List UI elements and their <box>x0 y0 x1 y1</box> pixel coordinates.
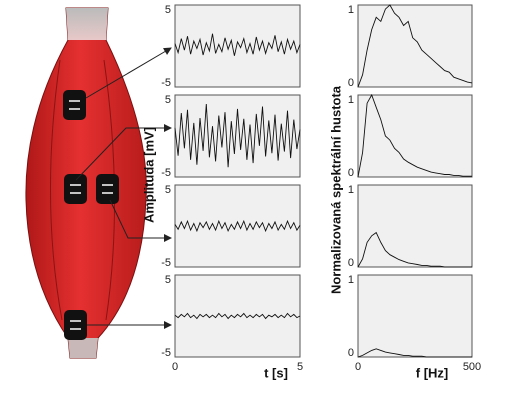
plot-area <box>357 184 473 268</box>
plot-area <box>357 94 473 178</box>
arrow <box>85 47 172 99</box>
signal-line <box>357 348 472 358</box>
signal-line <box>357 93 472 178</box>
plot-area <box>174 4 301 88</box>
x-tick-label: 5 <box>297 361 303 373</box>
y-tick-label: 5 <box>165 94 171 106</box>
signal-line <box>174 219 301 233</box>
y-tick-label: -5 <box>161 257 171 269</box>
x-tick-label: 500 <box>463 361 481 373</box>
arrow <box>109 199 172 242</box>
y-axis-label: Normalizovaná spektrální hustota <box>328 85 343 294</box>
y-tick-label: -5 <box>161 347 171 359</box>
y-tick-label: 5 <box>165 274 171 286</box>
x-tick-label: 0 <box>172 361 178 373</box>
electrode <box>64 174 87 204</box>
x-tick-label: 0 <box>355 361 361 373</box>
signal-line <box>174 312 301 320</box>
plot-area <box>174 274 301 358</box>
plot-area <box>174 94 301 178</box>
y-tick-label: 0 <box>348 77 354 89</box>
x-axis-label: t [s] <box>264 365 288 380</box>
y-axis-label: Amplituda [mV] <box>141 127 156 223</box>
y-tick-label: 1 <box>348 184 354 196</box>
electrode <box>63 90 86 120</box>
signal-line <box>174 103 301 168</box>
y-tick-label: 0 <box>348 257 354 269</box>
plot-area <box>174 184 301 268</box>
plot-area <box>357 274 473 358</box>
electrode <box>64 310 87 340</box>
y-tick-label: 5 <box>165 184 171 196</box>
y-tick-label: -5 <box>161 77 171 89</box>
x-axis-label: f [Hz] <box>416 365 449 380</box>
electrode <box>96 174 119 204</box>
signal-line <box>357 4 473 88</box>
y-tick-label: 1 <box>348 274 354 286</box>
y-tick-label: -5 <box>161 167 171 179</box>
muscle-diagram <box>25 7 172 359</box>
y-tick-label: 1 <box>348 4 354 16</box>
y-tick-label: 1 <box>348 94 354 106</box>
arrow <box>75 124 172 181</box>
y-tick-label: 0 <box>348 167 354 179</box>
signal-line <box>174 33 301 56</box>
y-tick-label: 0 <box>348 347 354 359</box>
y-tick-label: 5 <box>165 4 171 16</box>
plot-area <box>357 4 473 88</box>
signal-line <box>357 231 472 268</box>
